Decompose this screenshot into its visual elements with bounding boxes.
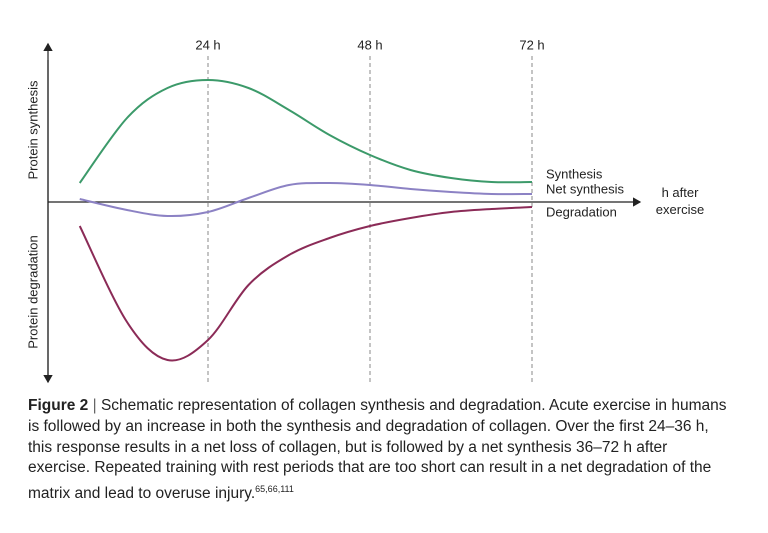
x-tick-label: 48 h — [357, 37, 382, 52]
series-label: Net synthesis — [546, 181, 625, 196]
x-tick-label: 24 h — [195, 37, 220, 52]
series-label: Degradation — [546, 204, 617, 219]
y-label-top: Protein synthesis — [25, 80, 40, 179]
series-line — [79, 181, 533, 218]
y-label-bottom: Protein degradation — [25, 235, 40, 348]
caption-label: Figure 2 — [28, 397, 89, 414]
series-line — [78, 206, 533, 362]
caption-refs: 65,66,111 — [255, 484, 294, 495]
caption: Figure 2 | Schematic representation of c… — [28, 396, 728, 505]
series-line — [78, 78, 533, 184]
x-tick-label: 72 h — [519, 37, 544, 52]
caption-separator: | — [92, 397, 97, 414]
chart: Protein synthesis Protein degradation 24… — [25, 37, 642, 384]
x-label: h after exercise — [655, 185, 705, 217]
series-label: Synthesis — [546, 166, 603, 181]
caption-text: Schematic representation of collagen syn… — [28, 397, 727, 503]
